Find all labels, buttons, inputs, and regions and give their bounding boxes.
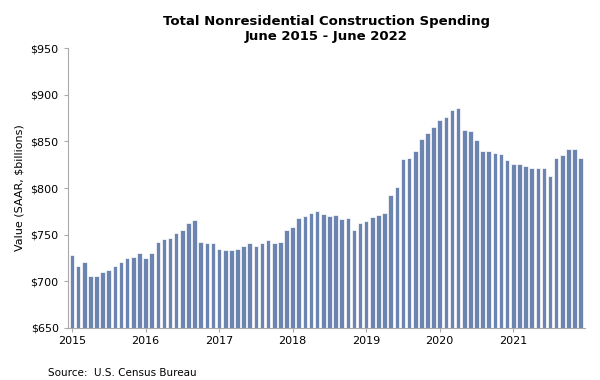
Bar — [70, 255, 74, 380]
Bar — [229, 250, 233, 380]
Bar — [290, 227, 295, 380]
Bar — [315, 211, 319, 380]
Bar — [186, 223, 191, 380]
Bar — [554, 158, 559, 380]
Bar — [499, 154, 503, 380]
Bar — [272, 243, 277, 380]
Bar — [352, 230, 356, 380]
Bar — [487, 151, 491, 380]
Bar — [346, 218, 350, 380]
Bar — [278, 242, 283, 380]
Bar — [100, 272, 105, 380]
Bar — [517, 164, 522, 380]
Bar — [223, 250, 227, 380]
Bar — [180, 230, 185, 380]
Bar — [76, 266, 80, 380]
Bar — [413, 151, 418, 380]
Title: Total Nonresidential Construction Spending
June 2015 - June 2022: Total Nonresidential Construction Spendi… — [163, 15, 490, 43]
Bar — [536, 168, 540, 380]
Bar — [529, 168, 534, 380]
Bar — [199, 242, 203, 380]
Bar — [443, 117, 448, 380]
Bar — [370, 217, 374, 380]
Bar — [364, 220, 368, 380]
Bar — [327, 216, 332, 380]
Bar — [260, 243, 264, 380]
Bar — [131, 257, 136, 380]
Bar — [284, 230, 289, 380]
Bar — [143, 258, 148, 380]
Bar — [149, 253, 154, 380]
Bar — [548, 176, 553, 380]
Bar — [106, 270, 111, 380]
Bar — [137, 253, 142, 380]
Y-axis label: Value (SAAR, $billions): Value (SAAR, $billions) — [15, 125, 25, 252]
Text: Source:  U.S. Census Bureau: Source: U.S. Census Bureau — [48, 368, 197, 378]
Bar — [211, 243, 215, 380]
Bar — [419, 139, 424, 380]
Bar — [309, 213, 313, 380]
Bar — [333, 215, 338, 380]
Bar — [474, 139, 479, 380]
Bar — [437, 120, 442, 380]
Bar — [572, 149, 577, 380]
Bar — [254, 246, 258, 380]
Bar — [401, 159, 405, 380]
Bar — [450, 110, 454, 380]
Bar — [113, 266, 117, 380]
Bar — [247, 243, 252, 380]
Bar — [266, 240, 271, 380]
Bar — [119, 263, 124, 380]
Bar — [241, 246, 246, 380]
Bar — [174, 233, 178, 380]
Bar — [376, 215, 381, 380]
Bar — [407, 158, 412, 380]
Bar — [456, 108, 460, 380]
Bar — [88, 276, 92, 380]
Bar — [205, 243, 209, 380]
Bar — [523, 166, 528, 380]
Bar — [192, 220, 197, 380]
Bar — [235, 249, 240, 380]
Bar — [94, 276, 99, 380]
Bar — [505, 160, 509, 380]
Bar — [161, 239, 166, 380]
Bar — [340, 219, 344, 380]
Bar — [560, 155, 565, 380]
Bar — [321, 214, 326, 380]
Bar — [566, 149, 571, 380]
Bar — [296, 218, 301, 380]
Bar — [382, 213, 387, 380]
Bar — [217, 249, 221, 380]
Bar — [125, 258, 130, 380]
Bar — [388, 195, 393, 380]
Bar — [82, 263, 86, 380]
Bar — [425, 133, 430, 380]
Bar — [493, 153, 497, 380]
Bar — [168, 238, 172, 380]
Bar — [542, 168, 546, 380]
Bar — [578, 158, 583, 380]
Bar — [468, 131, 473, 380]
Bar — [431, 127, 436, 380]
Bar — [462, 130, 467, 380]
Bar — [481, 151, 485, 380]
Bar — [395, 187, 399, 380]
Bar — [302, 216, 307, 380]
Bar — [511, 164, 515, 380]
Bar — [358, 223, 362, 380]
Bar — [155, 242, 160, 380]
